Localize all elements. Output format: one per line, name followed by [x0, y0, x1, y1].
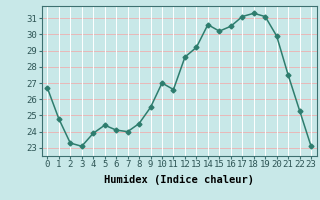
X-axis label: Humidex (Indice chaleur): Humidex (Indice chaleur) [104, 175, 254, 185]
